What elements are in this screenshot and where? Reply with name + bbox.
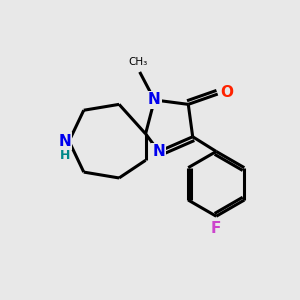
Text: N: N: [148, 92, 161, 107]
Text: CH₃: CH₃: [129, 57, 148, 67]
Text: N: N: [152, 144, 165, 159]
Text: N: N: [58, 134, 71, 149]
Text: O: O: [220, 85, 233, 100]
Text: H: H: [59, 149, 70, 162]
Text: F: F: [211, 221, 221, 236]
